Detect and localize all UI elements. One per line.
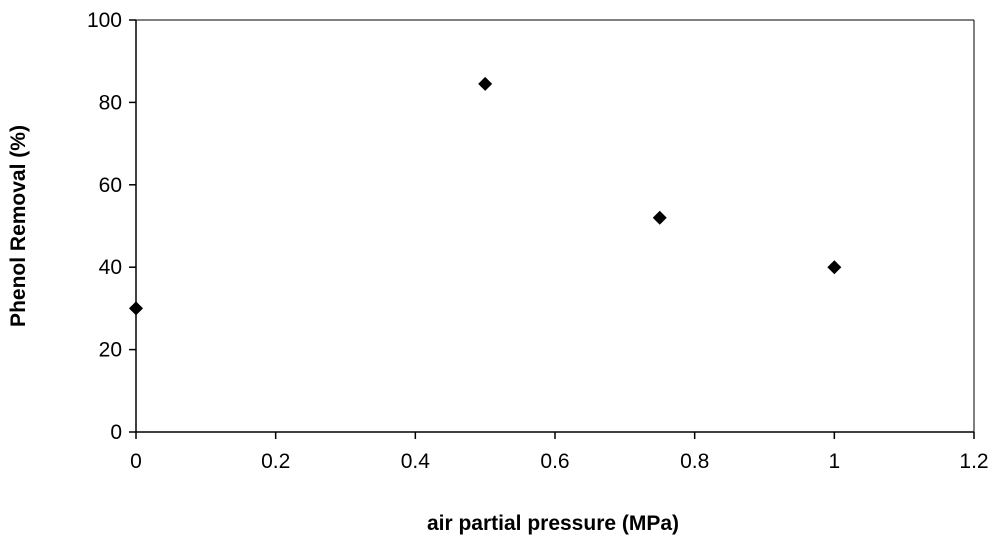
x-axis-title: air partial pressure (MPa) xyxy=(427,512,679,535)
x-tick-label: 0.6 xyxy=(540,450,569,473)
y-tick-label: 80 xyxy=(99,91,122,114)
y-tick-label: 20 xyxy=(99,339,122,362)
data-point-diamond xyxy=(652,210,667,225)
x-tick-label: 1 xyxy=(828,450,840,473)
y-tick-label: 0 xyxy=(110,421,122,444)
y-axis-ticks: 0 20 40 60 80 100 xyxy=(87,9,136,444)
x-tick-label: 0.2 xyxy=(261,450,290,473)
x-tick-label: 0.8 xyxy=(680,450,709,473)
plot-area xyxy=(135,19,975,433)
x-tick-label: 0.4 xyxy=(401,450,431,473)
x-tick-label: 1.2 xyxy=(959,450,988,473)
x-axis-ticks: 0 0.2 0.4 0.6 0.8 1 1.2 xyxy=(130,432,989,473)
y-tick-label: 100 xyxy=(87,9,122,32)
y-tick-label: 60 xyxy=(99,174,122,197)
data-point-diamond xyxy=(827,260,842,275)
x-tick-label: 0 xyxy=(130,450,142,473)
data-point-diamond xyxy=(129,301,143,316)
data-points xyxy=(129,76,842,316)
data-point-diamond xyxy=(478,76,493,91)
y-tick-label: 40 xyxy=(99,256,122,279)
y-axis-title: Phenol Removal (%) xyxy=(7,125,30,327)
